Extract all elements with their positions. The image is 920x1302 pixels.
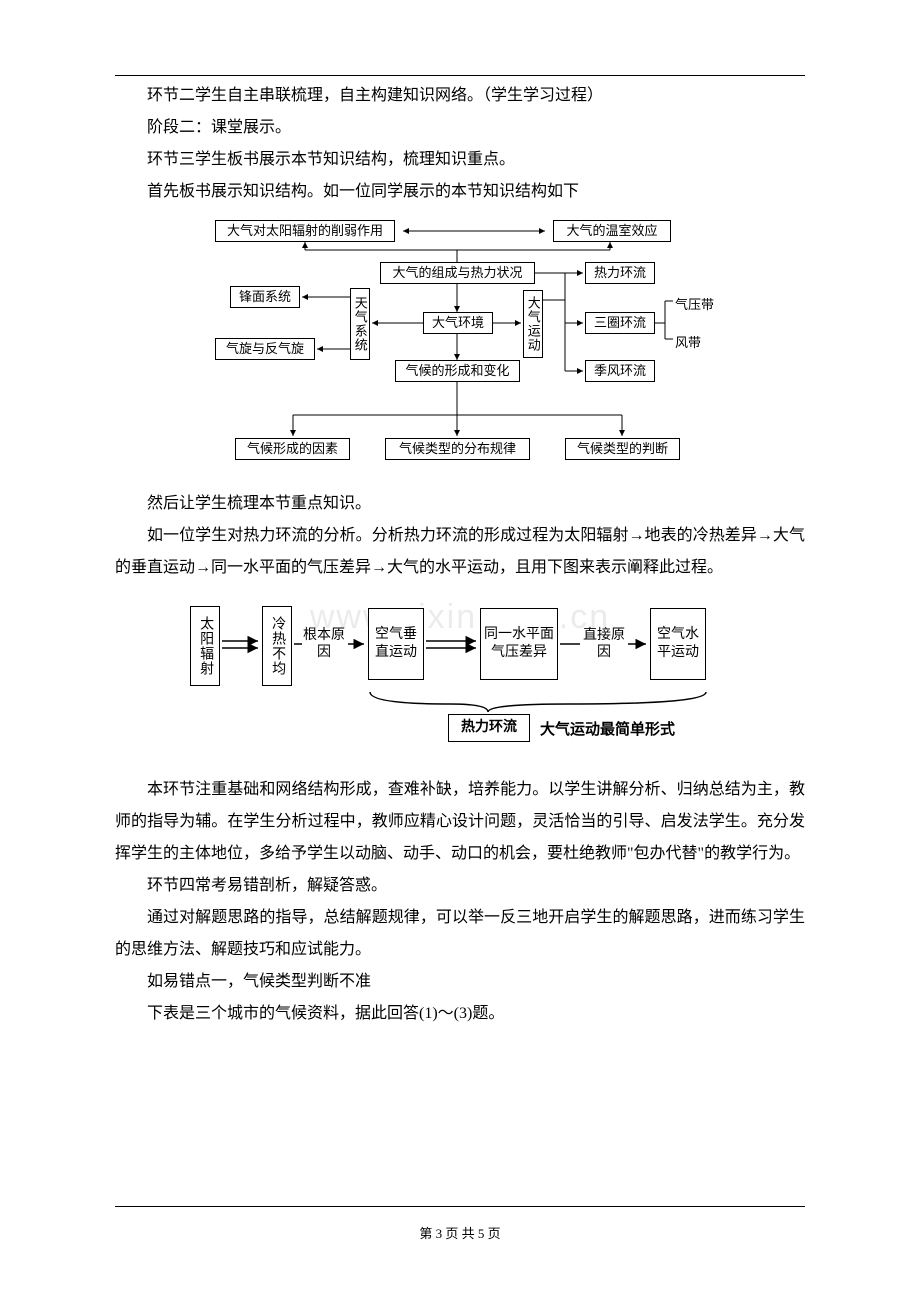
d2-annotation: 大气运动最简单形式 — [540, 718, 675, 739]
d1-node: 三圈环流 — [585, 312, 655, 334]
d2-node: 空气水平运动 — [650, 608, 706, 680]
d1-node: 大气的组成与热力状况 — [380, 262, 535, 284]
paragraph: 阶段二：课堂展示。 — [115, 112, 805, 144]
paragraph: 环节二学生自主串联梳理，自主构建知识网络。（学生学习过程） — [115, 80, 805, 112]
page-number: 第 3 页 共 5 页 — [0, 1223, 920, 1242]
d1-node: 大气对太阳辐射的削弱作用 — [215, 220, 395, 242]
knowledge-structure-diagram: 大气对太阳辐射的削弱作用 大气的温室效应 大气的组成与热力状况 热力环流 锋面系… — [205, 220, 715, 470]
d1-node: 大气运动 — [523, 290, 543, 358]
d2-node: 热力环流 — [448, 714, 530, 742]
paragraph: 环节四常考易错剖析，解疑答惑。 — [115, 870, 805, 902]
header-rule — [115, 75, 805, 76]
d1-node: 大气的温室效应 — [553, 220, 671, 242]
d1-node: 季风环流 — [585, 360, 655, 382]
d1-node: 气候的形成和变化 — [395, 360, 520, 382]
d1-node: 气旋与反气旋 — [215, 338, 315, 360]
d1-node: 天气系统 — [350, 288, 370, 360]
d1-node: 热力环流 — [585, 262, 655, 284]
d2-node-text: 空气水平运动 — [651, 626, 705, 662]
paragraph: 通过对解题思路的指导，总结解题规律，可以举一反三地开启学生的解题思路，进而练习学… — [115, 902, 805, 966]
d1-node: 气候类型的分布规律 — [385, 438, 530, 460]
d2-node-text: 同一水平面气压差异 — [481, 626, 557, 662]
d2-node: 同一水平面气压差异 — [480, 608, 558, 680]
d2-label: 直接原因 — [582, 628, 626, 662]
d1-node: 气候形成的因素 — [235, 438, 350, 460]
thermal-circulation-diagram: 太阳辐射 冷热不均 空气垂直运动 同一水平面气压差异 空气水平运动 热力环流 根… — [190, 596, 730, 756]
d1-node: 锋面系统 — [230, 286, 300, 308]
d1-node: 大气环境 — [423, 312, 493, 334]
d1-node: 气候类型的判断 — [565, 438, 680, 460]
d2-node: 太阳辐射 — [190, 606, 220, 686]
d1-label: 风带 — [675, 332, 701, 351]
paragraph: 首先板书展示知识结构。如一位同学展示的本节知识结构如下 — [115, 176, 805, 208]
paragraph: 环节三学生板书展示本节知识结构，梳理知识重点。 — [115, 144, 805, 176]
d2-label: 根本原因 — [302, 628, 346, 662]
footer-rule — [115, 1206, 805, 1207]
d2-node-text: 空气垂直运动 — [369, 626, 423, 662]
d2-node: 冷热不均 — [262, 606, 292, 686]
paragraph: 然后让学生梳理本节重点知识。 — [115, 488, 805, 520]
paragraph: 如易错点一，气候类型判断不准 — [115, 966, 805, 998]
paragraph: 如一位学生对热力环流的分析。分析热力环流的形成过程为太阳辐射→地表的冷热差异→大… — [115, 520, 805, 584]
paragraph: 下表是三个城市的气候资料，据此回答(1)～(3)题。 — [115, 998, 805, 1030]
paragraph: 本环节注重基础和网络结构形成，查难补缺，培养能力。以学生讲解分析、归纳总结为主，… — [115, 774, 805, 870]
document-page: www.yixin.com.cn 环节二学生自主串联梳理，自主构建知识网络。（学… — [0, 0, 920, 1302]
d1-label: 气压带 — [675, 294, 714, 313]
d2-node: 空气垂直运动 — [368, 608, 424, 680]
